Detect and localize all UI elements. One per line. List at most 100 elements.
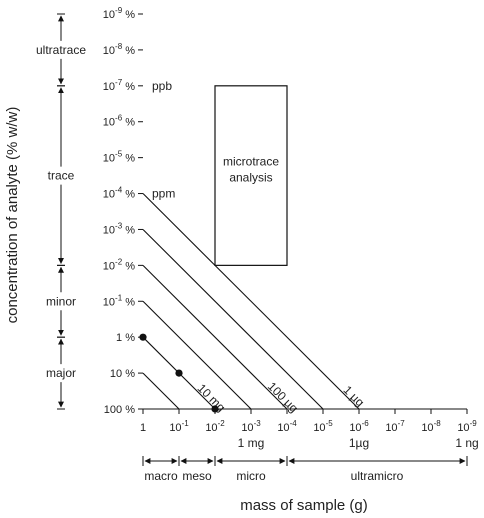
range-label-bg	[27, 41, 95, 58]
analyte-line-label: 10 mg	[195, 381, 228, 414]
x-tick-label: 10-9	[457, 419, 477, 434]
y-tick-unit: %	[122, 45, 135, 57]
y-tick-exp: -1	[115, 293, 123, 302]
y-tick-exp: -5	[115, 150, 123, 159]
y-tick-label: 10-5 %	[103, 150, 135, 165]
y-tick-base: 10	[103, 153, 115, 165]
x-tick-labels: 1 10-1 10-2 10-3 10-4 10-5 10-6 10-7 10-8 10-91 m…	[140, 408, 479, 450]
y-tick-base: 10	[103, 81, 115, 93]
x-tick-base: 10	[457, 422, 469, 434]
y-tick-exp: -7	[115, 78, 123, 87]
conc-range-label: trace	[48, 169, 75, 183]
x-tick-label: 10-3	[241, 419, 261, 434]
x-tick-label: 10-8	[421, 419, 441, 434]
y-tick-unit: %	[122, 117, 135, 129]
y-tick-base: 10	[103, 9, 115, 21]
y-tick-base: 10	[103, 296, 115, 308]
range-label-bg	[27, 167, 95, 184]
microtrace-analysis-box	[214, 85, 288, 266]
x-tick-exp: -6	[362, 419, 370, 428]
x-tick-label: 10-6	[349, 419, 369, 434]
y-tick-exp: -3	[115, 221, 123, 230]
y-tick-labels: 10-9 %10-8 %10-7 %10-6 %10-5 %10-4 %10-3…	[103, 6, 143, 416]
x-unit-label: 1 mg	[238, 436, 265, 450]
x-tick-label: 10-1	[169, 419, 189, 434]
y-tick-base: 10	[103, 260, 115, 272]
x-tick-base: 10	[277, 422, 289, 434]
iso-mass-line	[142, 300, 252, 410]
range-label-bg	[27, 365, 95, 382]
y-tick-label: 10-4 %	[103, 186, 135, 201]
x-tick-exp: -5	[326, 419, 334, 428]
x-tick-base: 10	[205, 422, 217, 434]
x-tick-base: 10	[241, 422, 253, 434]
y-tick-label: 100 %	[104, 404, 135, 416]
mass-range-label: macro	[144, 469, 178, 483]
y-tick-unit: %	[122, 224, 135, 236]
x-tick-base: 10	[421, 422, 433, 434]
iso-mass-line	[142, 193, 360, 410]
x-tick-base: 10	[313, 422, 325, 434]
y-tick-base: 10	[103, 189, 115, 201]
analyte-line-label: 100 µg	[265, 379, 301, 415]
microtrace-label-line2: analysis	[229, 171, 272, 185]
x-unit-label: 1 ng	[455, 436, 478, 450]
analyte-line-label: 1 µg	[340, 383, 367, 410]
x-tick-exp: -7	[398, 419, 406, 428]
x-tick-base: 10	[385, 422, 397, 434]
y-tick-unit: %	[122, 404, 135, 416]
x-axis-label: mass of sample (g)	[240, 497, 368, 514]
x-tick-exp: -3	[254, 419, 262, 428]
y-tick-label: 10-2 %	[103, 257, 135, 272]
y-tick-label: 10-6 %	[103, 114, 135, 129]
y-tick-unit: %	[122, 9, 135, 21]
y-tick-exp: -6	[115, 114, 123, 123]
y-tick-base: 10	[103, 224, 115, 236]
y-tick-exp: -9	[115, 6, 123, 15]
y-tick-label: 10 %	[110, 368, 135, 380]
y-tick-base: 100	[104, 404, 122, 416]
ppb-ppm-labels: ppb ppm	[152, 79, 175, 201]
conc-range-label: minor	[46, 294, 76, 308]
y-axis-label: concentration of analyte (% w/w)	[4, 107, 21, 324]
x-tick-base: 10	[349, 422, 361, 434]
x-tick-label: 10-2	[205, 419, 225, 434]
y-tick-label: 10-8 %	[103, 42, 135, 57]
y-tick-label: 1 %	[116, 332, 135, 344]
y-tick-unit: %	[122, 189, 135, 201]
x-tick-base: 1	[140, 422, 146, 434]
x-tick-label: 10-5	[313, 419, 333, 434]
y-tick-exp: -8	[115, 42, 123, 51]
iso-mass-line	[142, 264, 288, 410]
y-tick-exp: -2	[115, 257, 123, 266]
y-tick-label: 10-7 %	[103, 78, 135, 93]
y-tick-base: 10	[110, 368, 122, 380]
y-tick-base: 10	[103, 117, 115, 129]
x-tick-base: 10	[169, 422, 181, 434]
y-tick-unit: %	[122, 81, 135, 93]
x-tick-label: 1	[140, 422, 146, 434]
x-tick-label: 10-7	[385, 419, 405, 434]
y-tick-exp: -4	[115, 186, 123, 195]
x-tick-exp: -8	[434, 419, 442, 428]
y-tick-unit: %	[122, 368, 135, 380]
mass-range-label: meso	[182, 469, 212, 483]
microtrace-label-line1: microtrace	[223, 155, 279, 169]
y-tick-label: 10-9 %	[103, 6, 135, 21]
range-label-bg	[27, 293, 95, 310]
x-tick-exp: -2	[218, 419, 226, 428]
inner-conc-label: ppm	[152, 187, 175, 201]
concentration-ranges: ultratrace trace minor major	[27, 13, 95, 410]
mass-ranges: macro meso micro ultramicro	[142, 456, 468, 483]
x-tick-exp: -9	[470, 419, 478, 428]
x-tick-exp: -1	[182, 419, 190, 428]
y-tick-base: 10	[103, 45, 115, 57]
iso-mass-line	[142, 372, 180, 410]
y-tick-unit: %	[122, 260, 135, 272]
x-unit-label: 1µg	[349, 436, 369, 450]
inner-conc-label: ppb	[152, 79, 172, 93]
data-dot	[175, 369, 183, 377]
y-tick-label: 10-1 %	[103, 293, 135, 308]
mass-range-label: ultramicro	[351, 469, 404, 483]
